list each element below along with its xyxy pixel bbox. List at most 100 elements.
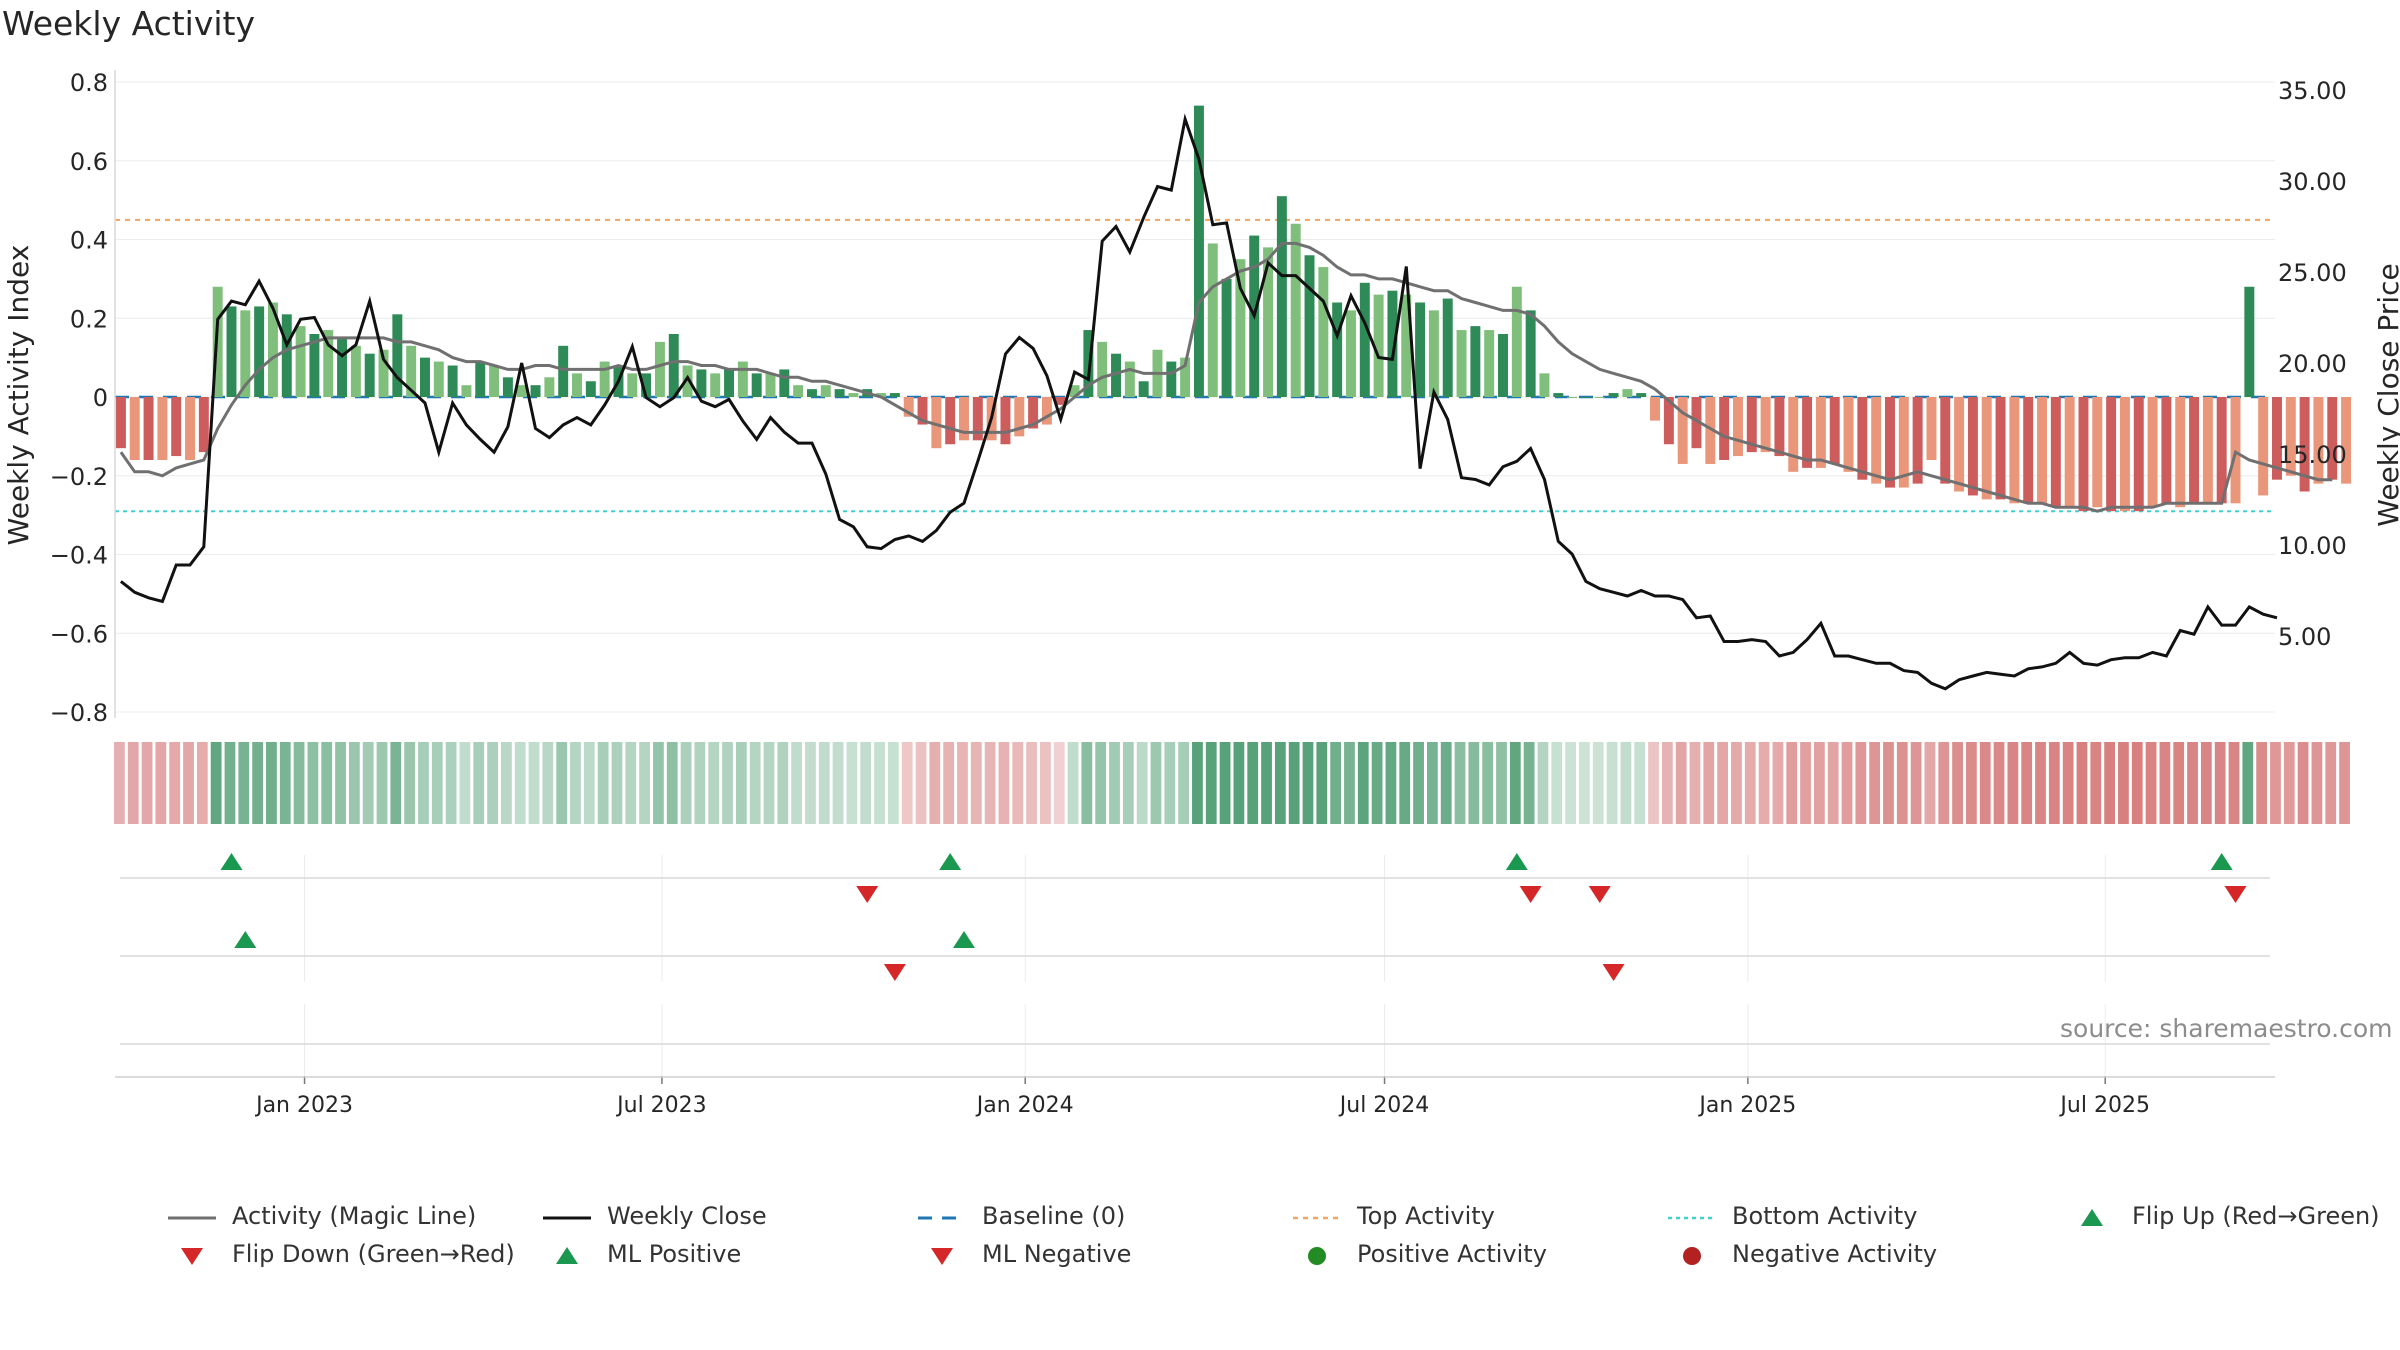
state-strip-cell <box>459 742 471 824</box>
legend-item: Activity (Magic Line) <box>160 1202 476 1230</box>
activity-bar <box>1055 397 1066 405</box>
state-strip-cell <box>1053 742 1065 824</box>
state-strip-cell <box>791 742 803 824</box>
legend-label: ML Positive <box>607 1240 742 1268</box>
y-tick-label-left: −0.4 <box>50 542 108 570</box>
activity-bar <box>323 330 334 397</box>
state-strip-cell <box>114 742 125 824</box>
activity-bar <box>530 385 541 397</box>
activity-bar <box>1525 310 1536 397</box>
flip-up-marker <box>939 853 962 870</box>
activity-bar <box>143 397 154 460</box>
state-strip-cell <box>2200 742 2212 824</box>
state-strip-cell <box>680 742 692 824</box>
state-strip-cell <box>376 742 388 824</box>
activity-bar <box>2244 286 2255 397</box>
state-strip-cell <box>1855 742 1867 824</box>
activity-bar <box>2189 397 2200 504</box>
state-strip-cell <box>1426 742 1438 824</box>
flip-markers-layer <box>220 853 2247 981</box>
activity-bar <box>2106 397 2117 512</box>
activity-bar <box>1332 302 1343 397</box>
activity-bar <box>254 306 265 397</box>
state-strip-cell <box>1081 742 1093 824</box>
legend-item: Weekly Close <box>535 1202 767 1230</box>
magic-line-series <box>119 241 2333 513</box>
state-strip-cell <box>583 742 595 824</box>
state-strip-cell <box>169 742 181 824</box>
activity-bar <box>447 365 458 397</box>
state-strip-cell <box>887 742 899 824</box>
activity-bar <box>1415 302 1426 397</box>
x-tick-label: Jul 2023 <box>615 1093 707 1118</box>
legend-label: Bottom Activity <box>1732 1202 1918 1230</box>
activity-bar <box>1000 397 1011 445</box>
state-strip-cell <box>1883 742 1894 824</box>
state-strip-cell <box>1261 742 1272 824</box>
activity-bar <box>350 345 361 397</box>
activity-bar <box>1387 290 1398 397</box>
state-strip-cell <box>1109 742 1120 824</box>
state-strip-cell <box>1399 742 1411 824</box>
state-strip-cell <box>2090 742 2102 824</box>
activity-bar <box>1954 397 1965 492</box>
activity-bar <box>2037 397 2047 504</box>
state-strip-cell <box>210 742 222 824</box>
state-strip-cell <box>2048 742 2060 824</box>
activity-bar <box>378 349 389 397</box>
activity-bar <box>1802 397 1813 468</box>
state-strip-cell <box>2242 742 2254 824</box>
state-strip-cell <box>1772 742 1784 824</box>
line-dotted-orange-icon <box>1285 1206 1345 1226</box>
activity-bar <box>295 326 306 397</box>
line-dotted-cyan-icon <box>1660 1206 1720 1226</box>
state-strip-cell <box>1454 742 1466 824</box>
activity-bar <box>1912 397 1923 484</box>
state-strip-cell <box>1413 742 1424 824</box>
state-strip-cell <box>929 742 941 824</box>
state-strip-cell <box>694 742 706 824</box>
activity-bar <box>1539 373 1550 397</box>
activity-bar <box>627 373 638 397</box>
activity-bar <box>751 373 762 397</box>
state-strip-cell <box>1786 742 1798 824</box>
ml-positive-marker <box>952 931 975 948</box>
state-strip-cell <box>2339 742 2350 824</box>
activity-bar <box>502 377 513 397</box>
state-strip-cell <box>1316 742 1328 824</box>
triangle-up-green-icon <box>2060 1206 2120 1226</box>
activity-bar <box>737 361 748 397</box>
activity-bar <box>599 361 610 397</box>
circle-green-icon <box>1285 1244 1345 1265</box>
legend-label: Negative Activity <box>1732 1240 1938 1268</box>
flip-down-marker <box>2224 886 2247 903</box>
activity-bar <box>1857 397 1868 480</box>
state-strip-cell <box>625 742 637 824</box>
activity-bar <box>1746 397 1757 453</box>
activity-bar <box>1498 334 1508 397</box>
activity-bar <box>1470 326 1481 397</box>
activity-bar <box>392 314 403 397</box>
activity-bar <box>2064 397 2075 508</box>
state-strip-cell <box>1274 742 1286 824</box>
state-strip-cell <box>127 742 139 824</box>
activity-bar <box>2341 397 2352 484</box>
legend-label: Weekly Close <box>607 1202 767 1230</box>
line-solid-gray-icon <box>160 1206 220 1226</box>
state-strip-cell <box>1537 742 1549 824</box>
state-strip-cell <box>1095 742 1107 824</box>
activity-bar <box>1028 397 1039 429</box>
activity-bar <box>129 397 140 460</box>
activity-bar <box>2285 397 2296 476</box>
activity-bar <box>848 393 859 397</box>
state-strip-cell <box>1122 742 1134 824</box>
activity-bar <box>1843 397 1854 472</box>
state-strip-cell <box>224 742 236 824</box>
state-strip-cell <box>2256 742 2268 824</box>
activity-bar <box>171 397 182 457</box>
state-strip-cell <box>1703 742 1715 824</box>
y-tick-label-left: 0.2 <box>70 305 108 333</box>
state-strip-cell <box>1012 742 1024 824</box>
activity-bar <box>806 389 817 397</box>
activity-bar <box>1041 397 1052 425</box>
